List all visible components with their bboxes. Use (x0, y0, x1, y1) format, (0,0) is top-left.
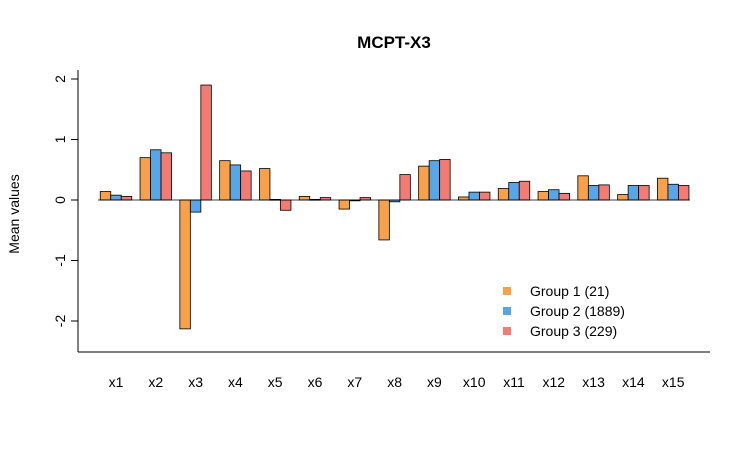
bar-x15-series-2 (667, 183, 679, 201)
x-tick-label: x1 (109, 374, 124, 390)
bar-x9-series-3 (439, 159, 451, 201)
bar-x10-series-3 (479, 191, 491, 201)
x-tick-label: x9 (427, 374, 442, 390)
bar-x11-series-3 (518, 180, 531, 201)
y-axis-label: Mean values (6, 174, 22, 253)
bar-x7-series-1 (338, 199, 350, 210)
legend-label-1: Group 1 (21) (530, 283, 609, 299)
bar-x9-series-2 (428, 160, 441, 201)
x-tick-label: x3 (188, 374, 203, 390)
bar-x4-series-3 (240, 170, 252, 201)
bar-x2-series-3 (160, 152, 172, 201)
bar-x1-series-2 (110, 194, 122, 201)
x-tick-label: x8 (387, 374, 402, 390)
bar-x10-series-1 (458, 196, 470, 201)
legend-swatch-3 (503, 327, 511, 335)
bar-x15-series-3 (678, 185, 690, 201)
legend-swatch-1 (503, 287, 511, 295)
bar-x2-series-2 (150, 149, 162, 201)
x-tick-label: x6 (308, 374, 323, 390)
legend-label-2: Group 2 (1889) (530, 303, 625, 319)
x-tick-label: x4 (228, 374, 243, 390)
y-tick-label: 0 (52, 196, 68, 204)
y-tick-label: 1 (52, 135, 68, 143)
bar-x15-series-1 (657, 177, 669, 201)
bar-x1-series-1 (99, 191, 112, 201)
bar-x3-series-3 (200, 84, 212, 201)
bar-x9-series-1 (418, 165, 430, 201)
x-tick-label: x13 (582, 374, 605, 390)
bar-x12-series-2 (548, 189, 560, 201)
bar-x12-series-1 (537, 191, 549, 201)
plot-area: -2 -1 0 1 2 x1 x2 x3 x4 x5 x6 x7 x8 x9 x10 x11 x12 x13 x14… (52, 70, 710, 390)
x-tick-label: x2 (148, 374, 163, 390)
legend: Group 1 (21) Group 2 (1889) Group 3 (229) (503, 283, 625, 339)
bar-x2-series-1 (139, 157, 151, 201)
bar-x5-series-3 (280, 199, 292, 211)
bar-x14-series-3 (638, 185, 650, 201)
x-tick-label: x10 (463, 374, 486, 390)
bar-x1-series-3 (120, 195, 133, 201)
bar-x11-series-1 (497, 188, 510, 201)
bar-x14-series-2 (627, 185, 640, 201)
bar-x10-series-2 (468, 191, 480, 201)
bar-x6-series-1 (298, 195, 311, 201)
bar-x3-series-2 (189, 199, 202, 213)
bar-x11-series-2 (508, 182, 520, 201)
chart-title: MCPT-X3 (357, 33, 431, 52)
bar-x13-series-1 (577, 175, 589, 201)
bar-x13-series-2 (587, 185, 600, 201)
x-tick-label: x5 (268, 374, 283, 390)
bar-x8-series-1 (378, 199, 390, 241)
bar-x13-series-3 (598, 184, 610, 201)
y-tick-label: -1 (52, 254, 68, 267)
bar-x3-series-1 (179, 199, 191, 330)
bar-x4-series-2 (229, 164, 242, 201)
x-tick-label: x12 (543, 374, 566, 390)
x-tick-label: x14 (622, 374, 645, 390)
bar-x5-series-1 (259, 168, 271, 201)
bar-x14-series-1 (617, 194, 629, 201)
x-tick-label: x15 (662, 374, 685, 390)
x-tick-label: x7 (347, 374, 362, 390)
legend-label-3: Group 3 (229) (530, 323, 617, 339)
x-tick-label: x11 (503, 374, 525, 390)
legend-swatch-2 (503, 307, 511, 315)
bar-x12-series-3 (558, 192, 570, 201)
bar-x8-series-3 (399, 174, 411, 201)
bar-x4-series-1 (219, 160, 231, 201)
y-tick-label: -2 (52, 315, 68, 328)
y-tick-label: 2 (52, 75, 68, 83)
